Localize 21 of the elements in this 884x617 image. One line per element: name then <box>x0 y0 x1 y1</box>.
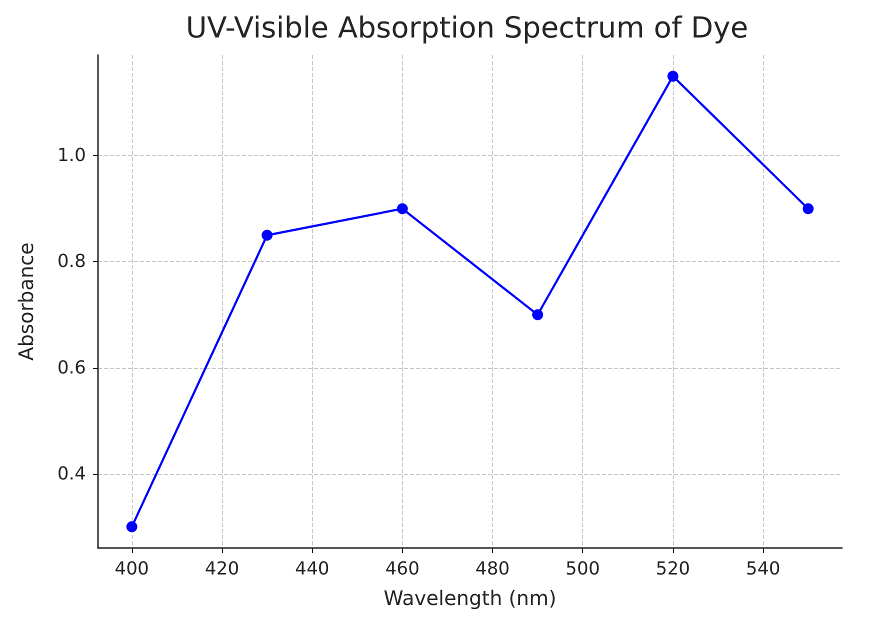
point <box>262 230 273 241</box>
x-tick-label: 440 <box>295 558 330 580</box>
point <box>396 203 408 214</box>
x-axis-title: Wavelength (nm) <box>384 586 556 610</box>
x-tick-label: 480 <box>475 558 510 580</box>
x-tick-label: 540 <box>746 558 780 580</box>
x-tick-label: 400 <box>114 558 149 580</box>
chart-title: UV-Visible Absorption Spectrum of Dye <box>186 10 748 44</box>
point <box>126 521 138 532</box>
y-tick-label: 0.4 <box>57 463 86 484</box>
x-tick-label: 520 <box>656 558 690 580</box>
y-axis-title: Absorbance <box>14 242 38 361</box>
point <box>532 309 544 320</box>
point <box>667 70 678 82</box>
y-tick-label: 0.6 <box>57 357 86 378</box>
x-tick-label: 460 <box>385 558 420 580</box>
x-tick-label: 500 <box>566 558 600 580</box>
y-tick-label: 0.8 <box>57 251 86 272</box>
y-tick-label: 1.0 <box>57 145 86 166</box>
point <box>802 203 814 214</box>
x-tick-label: 420 <box>204 558 240 580</box>
